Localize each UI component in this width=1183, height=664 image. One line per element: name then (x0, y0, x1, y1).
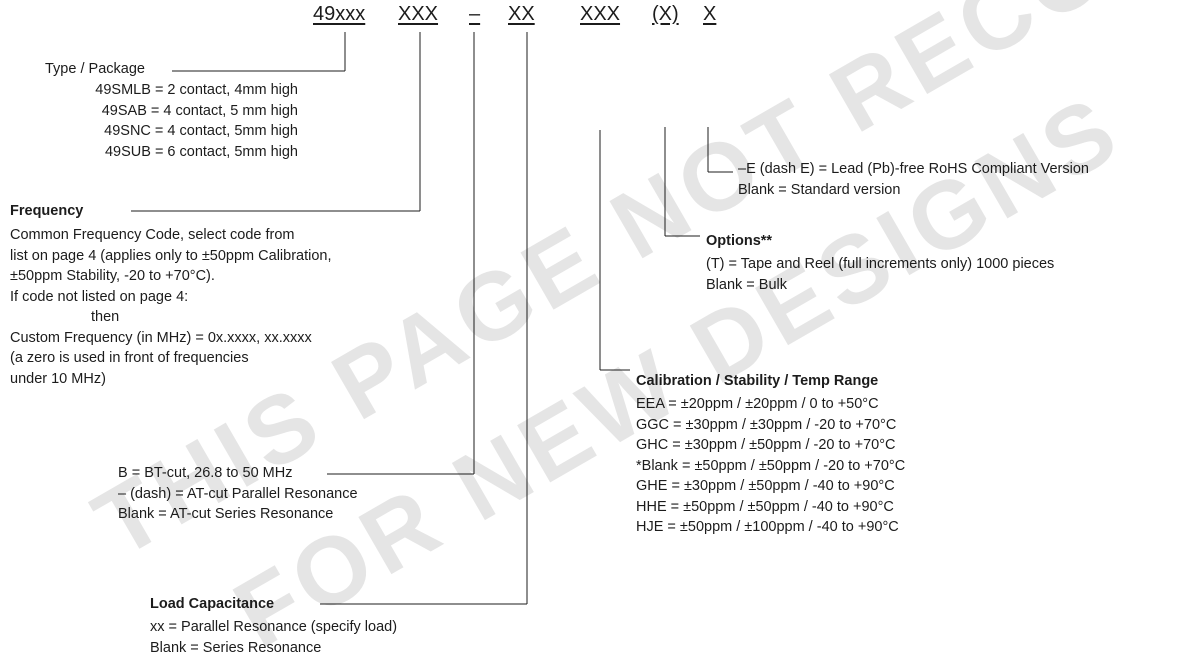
load-title: Load Capacitance (150, 596, 275, 612)
part-segment-5: XXX (580, 3, 621, 25)
calibration-item: HJE = ±50ppm / ±100ppm / -40 to +90°C (636, 519, 899, 535)
calibration-item: GGC = ±30ppm / ±30ppm / -20 to +70°C (636, 416, 897, 433)
package-item: 49SUB = 6 contact, 5mm high (104, 143, 298, 160)
part-segment-4: XX (508, 3, 535, 25)
calibration-item: GHE = ±30ppm / ±50ppm / -40 to +90°C (636, 478, 895, 494)
load-line: Blank = Series Resonance (150, 639, 322, 656)
package-title: Type / Package (45, 61, 145, 77)
part-segment-2: XXX (398, 3, 439, 25)
part-segment-3: – (469, 3, 481, 25)
cut-line: Blank = AT-cut Series Resonance (118, 506, 334, 522)
part-segment-7: X (703, 3, 717, 25)
rohs-description: –E (dash E) = Lead (Pb)-free RoHS Compli… (738, 159, 1089, 200)
options-line: (T) = Tape and Reel (full increments onl… (706, 256, 1055, 272)
frequency-line: ±50ppm Stability, -20 to +70°C). (10, 268, 215, 284)
part-segment-6: (X) (652, 3, 679, 25)
package-item: 49SAB = 4 contact, 5 mm high (101, 102, 298, 119)
part-segment-1: 49xxx (313, 3, 366, 25)
calibration-list: EEA = ±20ppm / ±20ppm / 0 to +50°C GGC =… (636, 394, 905, 538)
frequency-title: Frequency (10, 203, 84, 219)
calibration-item: *Blank = ±50ppm / ±50ppm / -20 to +70°C (636, 457, 906, 474)
frequency-line: Custom Frequency (in MHz) = 0x.xxxx, xx.… (10, 329, 312, 346)
cut-line: – (dash) = AT-cut Parallel Resonance (118, 485, 358, 502)
package-item: 49SNC = 4 contact, 5mm high (104, 123, 298, 139)
frequency-line: then (91, 309, 120, 325)
options-description: (T) = Tape and Reel (full increments onl… (706, 254, 1054, 295)
cut-line: B = BT-cut, 26.8 to 50 MHz (118, 465, 293, 481)
frequency-line: list on page 4 (applies only to ±50ppm C… (10, 247, 332, 264)
calibration-item: EEA = ±20ppm / ±20ppm / 0 to +50°C (636, 396, 879, 412)
options-title: Options** (706, 233, 773, 249)
frequency-line: If code not listed on page 4: (10, 288, 189, 305)
rohs-line: –E (dash E) = Lead (Pb)-free RoHS Compli… (738, 161, 1089, 177)
frequency-line: (a zero is used in front of frequencies (10, 350, 249, 366)
frequency-line: Common Frequency Code, select code from (10, 227, 295, 243)
cut-description: B = BT-cut, 26.8 to 50 MHz – (dash) = AT… (118, 463, 358, 525)
calibration-item: HHE = ±50ppm / ±50ppm / -40 to +90°C (636, 498, 894, 515)
package-item: 49SMLB = 2 contact, 4mm high (95, 82, 298, 98)
calibration-item: GHC = ±30ppm / ±50ppm / -20 to +70°C (636, 437, 896, 453)
frequency-line: under 10 MHz) (10, 370, 106, 387)
calibration-title: Calibration / Stability / Temp Range (636, 373, 879, 389)
load-line: xx = Parallel Resonance (specify load) (150, 619, 398, 635)
rohs-line: Blank = Standard version (738, 181, 901, 198)
frequency-description: Common Frequency Code, select code from … (10, 225, 332, 389)
load-description: xx = Parallel Resonance (specify load) B… (150, 617, 397, 658)
options-line: Blank = Bulk (706, 276, 788, 293)
package-list: 49SMLB = 2 contact, 4mm high 49SAB = 4 c… (61, 80, 298, 162)
